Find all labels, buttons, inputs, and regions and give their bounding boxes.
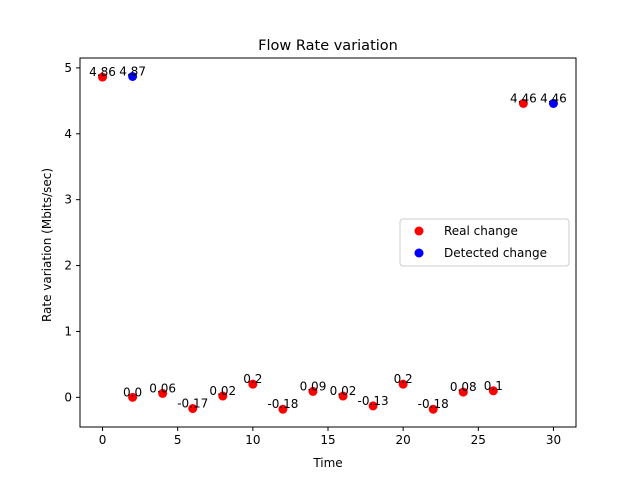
y-tick-label: 1 [64, 324, 72, 338]
data-point [458, 387, 468, 397]
data-point [398, 379, 408, 389]
data-label: -0.18 [267, 397, 298, 411]
data-label: 0.02 [330, 384, 357, 398]
y-tick-label: 2 [64, 259, 72, 273]
data-point [368, 401, 378, 411]
legend-box [399, 218, 570, 267]
data-point [548, 98, 558, 108]
chart-title: Flow Rate variation [258, 38, 398, 54]
data-point [428, 404, 438, 414]
x-tick-label: 5 [174, 433, 182, 447]
x-tick-label: 10 [245, 433, 260, 447]
data-label: -0.17 [177, 397, 208, 411]
data-point [188, 404, 198, 414]
data-point [278, 404, 288, 414]
y-tick-label: 4 [64, 127, 72, 141]
data-label: 4.46 [510, 91, 537, 105]
y-tick-label: 5 [64, 61, 72, 75]
data-point [98, 72, 108, 82]
data-label: 0.2 [394, 372, 413, 386]
data-point [248, 379, 258, 389]
legend: Real change Detected change [399, 218, 570, 267]
legend-marker [414, 248, 424, 258]
data-label: 4.86 [89, 65, 116, 79]
data-label: 0.0 [123, 385, 142, 399]
data-point [158, 388, 168, 398]
legend-entry: Detected change [444, 246, 547, 260]
x-tick-label: 20 [396, 433, 411, 447]
data-point [128, 392, 138, 402]
data-point [308, 386, 318, 396]
data-label: 0.09 [300, 379, 327, 393]
data-label: 0.2 [243, 372, 262, 386]
data-label: 0.02 [209, 384, 236, 398]
data-point [488, 386, 498, 396]
x-tick-label: 30 [546, 433, 561, 447]
x-tick-label: 15 [320, 433, 335, 447]
x-tick-label: 25 [471, 433, 486, 447]
data-label: -0.18 [418, 397, 449, 411]
legend-marker [414, 226, 424, 236]
y-tick-label: 0 [64, 390, 72, 404]
x-tick-label: 0 [99, 433, 107, 447]
legend-entry: Real change [444, 224, 518, 238]
data-label: 0.1 [484, 379, 503, 393]
data-label: 4.87 [119, 64, 146, 78]
data-point [338, 391, 348, 401]
y-axis-label: Rate variation (Mbits/sec) [40, 168, 54, 322]
data-label: -0.13 [358, 394, 389, 408]
data-label: 0.06 [149, 381, 176, 395]
data-point [128, 71, 138, 81]
x-axis-label: Time [312, 456, 342, 470]
data-label: 0.08 [450, 380, 477, 394]
data-label: 4.46 [540, 91, 567, 105]
data-point [518, 98, 528, 108]
y-tick-label: 3 [64, 193, 72, 207]
data-point [218, 391, 228, 401]
